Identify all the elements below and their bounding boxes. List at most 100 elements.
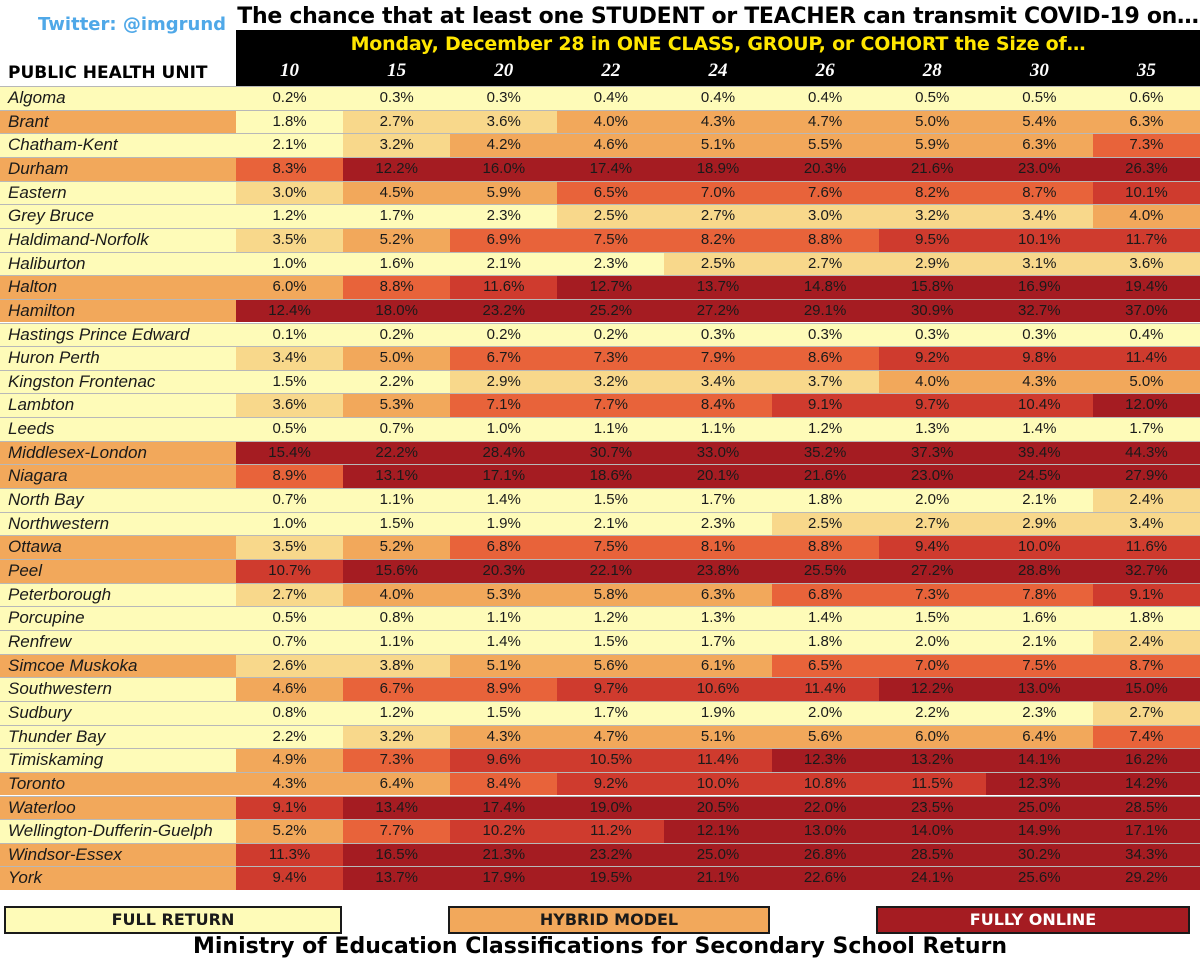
row-divider bbox=[0, 109, 1200, 111]
heatmap-cell: 1.3% bbox=[878, 417, 986, 441]
heatmap-cell: 5.1% bbox=[664, 724, 772, 749]
footer-caption: Ministry of Education Classifications fo… bbox=[192, 934, 1008, 959]
heatmap-cell: 3.4% bbox=[985, 204, 1093, 228]
heatmap-cell: 1.4% bbox=[771, 606, 879, 630]
heatmap-cell: 8.8% bbox=[771, 535, 879, 559]
heatmap-cell: 10.8% bbox=[771, 771, 879, 796]
heatmap-cell: 9.4% bbox=[236, 866, 344, 891]
heatmap-cell: 11.2% bbox=[557, 819, 665, 843]
heatmap-cell: 1.5% bbox=[450, 700, 558, 725]
row-divider bbox=[0, 133, 1200, 135]
heatmap-cell: 0.2% bbox=[450, 322, 558, 347]
heatmap-cell: 8.3% bbox=[236, 156, 344, 181]
heatmap-cell: 14.0% bbox=[878, 819, 986, 843]
heatmap-cell: 17.1% bbox=[1092, 819, 1200, 843]
heatmap-cell: 44.3% bbox=[1092, 440, 1200, 465]
heatmap-cell: 19.4% bbox=[1092, 275, 1200, 299]
row-divider bbox=[0, 204, 1200, 206]
heatmap-cell: 2.1% bbox=[236, 133, 344, 157]
heatmap-cell: 39.4% bbox=[985, 440, 1093, 465]
heatmap-cell: 16.0% bbox=[450, 156, 558, 181]
table-row: Leeds 0.5% 0.7% 1.0% 1.1% 1.1% 1.2% 1.3% 1.4% 1.7… bbox=[0, 417, 1200, 441]
heatmap-cell: 6.3% bbox=[664, 582, 772, 607]
heatmap-cell: 4.7% bbox=[771, 109, 879, 134]
heatmap-cell: 23.5% bbox=[878, 795, 986, 820]
heatmap-cell: 2.4% bbox=[1092, 629, 1200, 654]
heatmap-cell: 0.4% bbox=[1092, 322, 1200, 347]
heatmap-cell: 0.5% bbox=[878, 86, 986, 110]
heatmap-cell: 1.1% bbox=[343, 488, 451, 512]
health-unit-name: Peterborough bbox=[0, 582, 236, 607]
heatmap-cell: 28.5% bbox=[878, 842, 986, 867]
heatmap-cell: 6.0% bbox=[878, 724, 986, 749]
heatmap-cell: 8.2% bbox=[664, 227, 772, 252]
heatmap-cell: 24.5% bbox=[985, 464, 1093, 489]
heatmap-cell: 2.3% bbox=[450, 204, 558, 228]
heatmap-cell: 2.1% bbox=[985, 488, 1093, 512]
heatmap-cell: 27.9% bbox=[1092, 464, 1200, 489]
heatmap-cell: 8.9% bbox=[236, 464, 344, 489]
row-divider bbox=[0, 417, 1200, 419]
heatmap-cell: 5.3% bbox=[343, 393, 451, 418]
heatmap-cell: 21.6% bbox=[878, 156, 986, 181]
heatmap-cell: 13.1% bbox=[343, 464, 451, 489]
heatmap-cell: 2.0% bbox=[878, 488, 986, 512]
heatmap-cell: 25.6% bbox=[985, 866, 1093, 891]
heatmap-cell: 3.6% bbox=[236, 393, 344, 418]
heatmap-cell: 0.2% bbox=[343, 322, 451, 347]
row-divider bbox=[0, 251, 1200, 253]
heatmap-cell: 15.4% bbox=[236, 440, 344, 465]
table-row: Hamilton 12.4% 18.0% 23.2% 25.2% 27.2% 29.1% 30… bbox=[0, 298, 1200, 323]
heatmap-cell: 0.5% bbox=[236, 606, 344, 630]
heatmap-cell: 11.5% bbox=[878, 771, 986, 796]
health-unit-name: Hastings Prince Edward bbox=[0, 322, 236, 347]
row-header: PUBLIC HEALTH UNIT bbox=[8, 63, 208, 83]
heatmap-cell: 19.5% bbox=[557, 866, 665, 891]
heatmap-cell: 6.3% bbox=[985, 133, 1093, 157]
heatmap-cell: 2.5% bbox=[771, 511, 879, 536]
heatmap-cell: 0.6% bbox=[1092, 86, 1200, 110]
heatmap-cell: 3.2% bbox=[557, 369, 665, 394]
heatmap-cell: 26.3% bbox=[1092, 156, 1200, 181]
heatmap-cell: 8.9% bbox=[450, 677, 558, 701]
health-unit-name: Sudbury bbox=[0, 700, 236, 725]
heatmap-cell: 1.1% bbox=[450, 606, 558, 630]
heatmap-cell: 0.1% bbox=[236, 322, 344, 347]
row-divider bbox=[0, 748, 1200, 750]
table-row: Chatham-Kent 2.1% 3.2% 4.2% 4.6% 5.1% 5.5% 5.9%… bbox=[0, 133, 1200, 157]
health-unit-name: Middlesex-London bbox=[0, 440, 236, 465]
heatmap-cell: 20.5% bbox=[664, 795, 772, 820]
heatmap-cell: 30.9% bbox=[878, 298, 986, 323]
table-row: Waterloo 9.1% 13.4% 17.4% 19.0% 20.5% 22.0% 23.… bbox=[0, 795, 1200, 820]
legend-fully-online: FULLY ONLINE bbox=[876, 906, 1190, 934]
heatmap-cell: 28.8% bbox=[985, 559, 1093, 583]
heatmap-cell: 2.2% bbox=[343, 369, 451, 394]
heatmap-cell: 1.5% bbox=[236, 369, 344, 394]
heatmap-cell: 8.7% bbox=[985, 180, 1093, 205]
heatmap-cell: 14.2% bbox=[1092, 771, 1200, 796]
heatmap-cell: 1.7% bbox=[1092, 417, 1200, 441]
heatmap-cell: 12.3% bbox=[985, 771, 1093, 796]
heatmap-cell: 23.2% bbox=[450, 298, 558, 323]
heatmap-cell: 6.5% bbox=[557, 180, 665, 205]
heatmap-cell: 23.0% bbox=[985, 156, 1093, 181]
health-unit-name: Haldimand-Norfolk bbox=[0, 227, 236, 252]
heatmap-cell: 3.5% bbox=[236, 227, 344, 252]
table-row: Porcupine 0.5% 0.8% 1.1% 1.2% 1.3% 1.4% 1.5% 1.6… bbox=[0, 606, 1200, 630]
heatmap-cell: 6.4% bbox=[343, 771, 451, 796]
heatmap-cell: 0.2% bbox=[557, 322, 665, 347]
heatmap-cell: 8.2% bbox=[878, 180, 986, 205]
heatmap-cell: 2.2% bbox=[236, 724, 344, 749]
heatmap-cell: 10.0% bbox=[985, 535, 1093, 559]
heatmap-cell: 0.3% bbox=[450, 86, 558, 110]
heatmap-cell: 20.3% bbox=[771, 156, 879, 181]
row-divider bbox=[0, 298, 1200, 300]
heatmap-cell: 0.7% bbox=[236, 629, 344, 654]
heatmap-cell: 17.9% bbox=[450, 866, 558, 891]
health-unit-name: Peel bbox=[0, 559, 236, 583]
heatmap-cell: 20.1% bbox=[664, 464, 772, 489]
heatmap-cell: 7.7% bbox=[343, 819, 451, 843]
heatmap-cell: 34.3% bbox=[1092, 842, 1200, 867]
health-unit-name: Southwestern bbox=[0, 677, 236, 701]
heatmap-cell: 3.2% bbox=[878, 204, 986, 228]
